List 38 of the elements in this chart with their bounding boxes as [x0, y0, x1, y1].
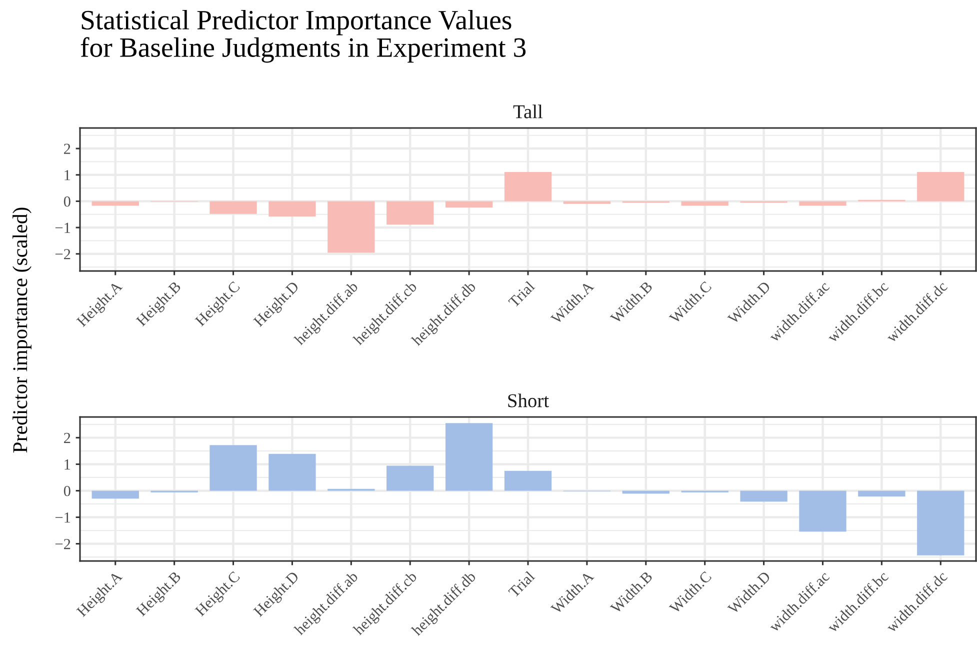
bar: [563, 201, 611, 204]
chart-subtitle: Short: [508, 394, 549, 408]
y-tick-label: 0: [64, 196, 70, 207]
y-tick-label: 2: [64, 432, 70, 443]
y-tick-label: −2: [55, 538, 70, 550]
chart-title: Statistical Predictor Importance Values for Baseline Judgments in Experiment 3: [80, 10, 526, 63]
y-tick-label: 0: [64, 486, 70, 496]
bar: [681, 201, 728, 206]
bar: [268, 201, 316, 216]
bar: [740, 490, 788, 502]
y-tick-label: 1: [64, 170, 70, 180]
y-axis-title: Predictor importance (scaled): [12, 208, 32, 453]
x-tick-label: Trial: [508, 280, 536, 308]
bar: [92, 201, 139, 206]
y-tick-label: −2: [55, 249, 70, 260]
bar: [210, 445, 257, 491]
bar: [504, 172, 552, 202]
y-tick-label: 2: [64, 144, 70, 154]
bar: [210, 201, 257, 214]
chart-subtitle: Tall: [513, 104, 543, 118]
y-tick-label: 1: [64, 459, 70, 470]
bar: [386, 466, 434, 491]
bar: [386, 201, 434, 225]
bar: [622, 490, 670, 494]
bar: [504, 470, 552, 491]
bar: [92, 490, 139, 499]
bar: [917, 490, 964, 556]
bar: [917, 172, 964, 202]
y-tick-label: −1: [55, 222, 70, 233]
x-tick-label: Trial: [508, 570, 536, 598]
bar: [445, 201, 493, 208]
y-tick-label: −1: [55, 512, 70, 523]
bar: [328, 201, 375, 253]
bar: [268, 454, 316, 491]
bar: [858, 490, 906, 497]
bar: [799, 490, 846, 532]
bar: [445, 423, 493, 491]
bar: [799, 201, 846, 206]
